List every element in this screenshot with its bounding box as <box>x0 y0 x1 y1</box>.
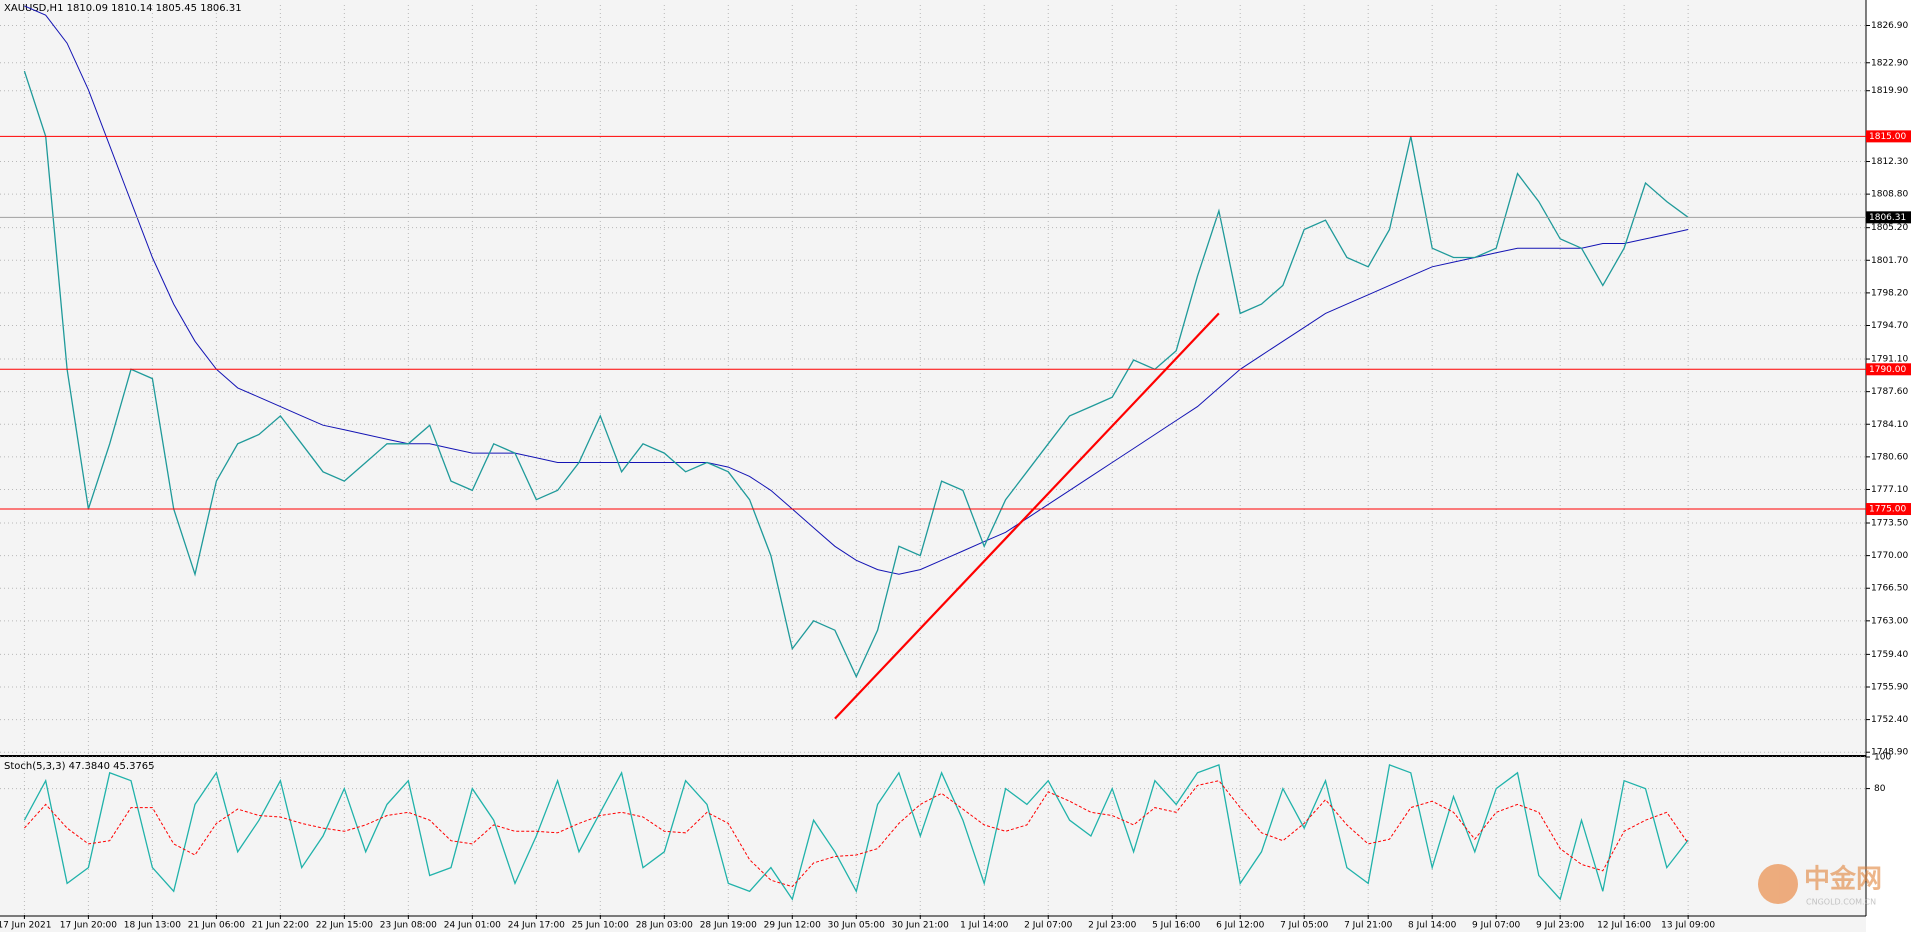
y-tick-label: 1759.40 <box>1871 650 1908 660</box>
level-label: 1790.00 <box>1869 365 1906 375</box>
moving-average <box>24 5 1689 575</box>
x-tick-label: 2 Jul 23:00 <box>1088 921 1137 931</box>
axis-background <box>1866 0 1911 932</box>
y-tick-label: 1794.70 <box>1871 321 1908 331</box>
last-price-label: 1806.31 <box>1869 213 1906 223</box>
y-tick-label: 1766.50 <box>1871 584 1908 594</box>
series-line <box>24 780 1689 888</box>
y-tick-label: 1798.20 <box>1871 288 1908 298</box>
y-tick-label: 1770.00 <box>1871 551 1908 561</box>
x-tick-label: 8 Jul 14:00 <box>1408 921 1457 931</box>
y-tick-label: 1755.90 <box>1871 682 1908 692</box>
y-tick-label: 1826.90 <box>1871 21 1908 31</box>
plot-layer <box>0 5 1866 915</box>
y-tick-label: 1787.60 <box>1871 387 1908 397</box>
y-tick-label: 1752.40 <box>1871 715 1908 725</box>
level-label-bg <box>1866 130 1911 143</box>
y-tick-label: 1773.50 <box>1871 519 1908 529</box>
x-tick-label: 2 Jul 07:00 <box>1024 921 1073 931</box>
x-tick-label: 30 Jun 05:00 <box>828 921 885 931</box>
y-tick-label: 1801.70 <box>1871 256 1908 266</box>
x-tick-label: 24 Jun 01:00 <box>444 921 501 931</box>
y-tick-label: 1763.00 <box>1871 616 1908 626</box>
series-line <box>23 764 1689 901</box>
indicator-title: Stoch(5,3,3) 47.3840 45.3765 <box>4 761 155 772</box>
y-tick-label: 1791.10 <box>1871 355 1908 365</box>
x-tick-label: 7 Jul 05:00 <box>1280 921 1329 931</box>
y-tick-label: 1819.90 <box>1871 86 1908 96</box>
last-price-bg <box>1866 211 1911 224</box>
y-tick-label: 1777.10 <box>1871 485 1908 495</box>
x-tick-label: 21 Jun 06:00 <box>188 921 245 931</box>
x-tick-label: 30 Jun 21:00 <box>892 921 949 931</box>
y-tick-label: 1805.20 <box>1871 223 1908 233</box>
y-tick-label: 80 <box>1874 784 1886 794</box>
x-tick-label: 17 Jun 20:00 <box>60 921 117 931</box>
x-tick-label: 28 Jun 19:00 <box>700 921 757 931</box>
trendline <box>834 312 1220 720</box>
x-tick-label: 5 Jul 16:00 <box>1152 921 1201 931</box>
y-tick-label: 1784.10 <box>1871 420 1908 430</box>
y-tick-label: 1812.30 <box>1871 157 1908 167</box>
plot-background <box>0 0 1866 932</box>
level-label: 1815.00 <box>1869 132 1906 142</box>
chart-title: XAUUSD,H1 1810.09 1810.14 1805.45 1806.3… <box>4 3 242 14</box>
watermark-site: CNGOLD.COM.CN <box>1806 898 1876 907</box>
x-tick-label: 9 Jul 07:00 <box>1472 921 1521 931</box>
x-tick-label: 12 Jul 16:00 <box>1597 921 1651 931</box>
x-tick-label: 6 Jul 12:00 <box>1216 921 1265 931</box>
x-tick-label: 7 Jul 21:00 <box>1344 921 1393 931</box>
x-tick-label: 1 Jul 14:00 <box>960 921 1009 931</box>
x-tick-label: 13 Jul 09:00 <box>1661 921 1715 931</box>
y-tick-label: 1808.80 <box>1871 190 1908 200</box>
x-tick-label: 22 Jun 15:00 <box>316 921 373 931</box>
level-label-bg <box>1866 503 1911 516</box>
level-label-bg <box>1866 363 1911 376</box>
x-tick-label: 17 Jun 2021 <box>0 921 51 931</box>
x-tick-label: 9 Jul 23:00 <box>1536 921 1585 931</box>
x-tick-label: 23 Jun 08:00 <box>380 921 437 931</box>
y-tick-label: 1780.60 <box>1871 452 1908 462</box>
watermark-logo: 中金网 <box>1804 864 1882 895</box>
y-tick-label: 1748.90 <box>1871 748 1908 758</box>
y-tick-label: 100 <box>1874 753 1891 763</box>
y-tick-label: 1822.90 <box>1871 58 1908 68</box>
level-label: 1775.00 <box>1869 505 1906 515</box>
x-tick-label: 21 Jun 22:00 <box>252 921 309 931</box>
watermark-icon <box>1758 864 1798 904</box>
x-tick-label: 28 Jun 03:00 <box>636 921 693 931</box>
watermark: 中金网 CNGOLD.COM.CN <box>1758 864 1882 907</box>
x-tick-label: 29 Jun 12:00 <box>764 921 821 931</box>
x-tick-label: 25 Jun 10:00 <box>572 921 629 931</box>
x-tick-label: 18 Jun 13:00 <box>124 921 181 931</box>
x-tick-label: 24 Jun 17:00 <box>508 921 565 931</box>
